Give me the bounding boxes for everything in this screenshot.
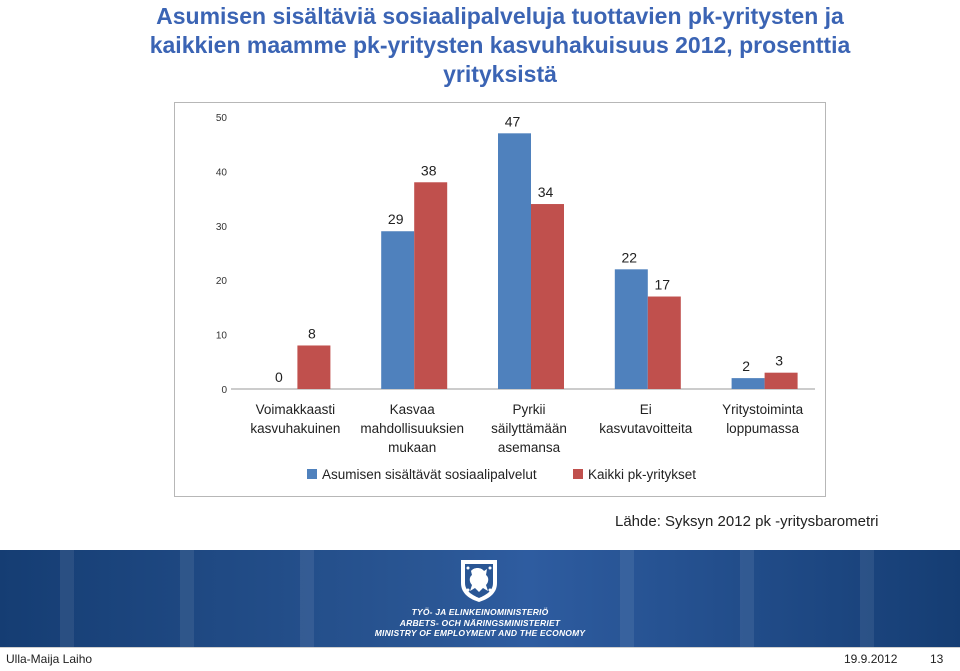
bar-kaikki — [764, 372, 798, 389]
page-number: 13 — [930, 652, 944, 666]
y-tick-label: 50 — [216, 113, 228, 124]
slide-footer: Ulla-Maija Laiho 19.9.2012 13 — [0, 647, 960, 671]
page-title: Asumisen sisältäviä sosiaalipalveluja tu… — [149, 3, 851, 87]
chart-area: Prosenttia yrityksistä0102030405008Voima… — [174, 102, 826, 497]
y-tick-label: 40 — [216, 167, 228, 178]
bar-kaikki — [531, 204, 564, 389]
data-label: 34 — [538, 184, 554, 200]
x-tick-label: säilyttämään — [491, 421, 567, 436]
bar-asumisen — [614, 269, 648, 389]
x-tick-label: kasvuhakuinen — [250, 421, 340, 436]
ministry-name-sv: ARBETS- OCH NÄRINGSMINISTERIET — [399, 617, 561, 628]
data-label: 47 — [505, 113, 521, 129]
data-label: 22 — [622, 249, 638, 265]
bar-chart: Prosenttia yrityksistä0102030405008Voima… — [216, 113, 815, 482]
x-tick-label: mukaan — [388, 440, 436, 455]
ministry-name-en: MINISTRY OF EMPLOYMENT AND THE ECONOMY — [374, 628, 586, 638]
x-tick-label: Pyrkii — [513, 402, 546, 417]
footer-author: Ulla-Maija Laiho — [6, 652, 93, 666]
legend-label: Asumisen sisältävät sosiaalipalvelut — [322, 467, 537, 482]
y-tick-label: 20 — [216, 276, 228, 287]
legend-swatch — [573, 469, 583, 479]
data-label: 38 — [421, 162, 437, 178]
bar-asumisen — [731, 378, 765, 389]
data-label: 8 — [308, 325, 316, 341]
x-tick-label: loppumassa — [726, 421, 799, 436]
x-tick-label: asemansa — [498, 440, 561, 455]
data-label: 17 — [655, 277, 671, 293]
x-tick-label: Ei — [640, 402, 652, 417]
x-tick-label: kasvutavoitteita — [599, 421, 693, 436]
x-tick-label: Yritystoiminta — [722, 402, 804, 417]
data-label: 0 — [275, 369, 283, 385]
ministry-name-fi: TYÖ- JA ELINKEINOMINISTERIÖ — [411, 607, 549, 617]
bar-kaikki — [297, 345, 331, 389]
bar-kaikki — [647, 296, 681, 389]
ministry-logo-text: TYÖ- JA ELINKEINOMINISTERIÖ ARBETS- OCH … — [330, 607, 630, 639]
x-tick-label: Voimakkaasti — [256, 402, 336, 417]
data-label: 3 — [775, 353, 783, 369]
footer-date: 19.9.2012 — [844, 652, 898, 666]
y-tick-label: 30 — [216, 222, 228, 233]
coat-of-arms-icon — [461, 560, 497, 602]
bar-asumisen — [498, 133, 531, 389]
bar-kaikki — [414, 182, 448, 389]
y-tick-label: 10 — [216, 331, 228, 342]
y-tick-label: 0 — [221, 385, 227, 396]
data-label: 29 — [388, 211, 404, 227]
source-note: Lähde: Syksyn 2012 pk -yritysbarometri — [615, 513, 879, 530]
legend-label: Kaikki pk-yritykset — [588, 467, 696, 482]
bar-asumisen — [381, 231, 415, 389]
x-tick-label: mahdollisuuksien — [360, 421, 464, 436]
data-label: 2 — [742, 358, 750, 374]
legend-swatch — [307, 469, 317, 479]
x-tick-label: Kasvaa — [390, 402, 436, 417]
